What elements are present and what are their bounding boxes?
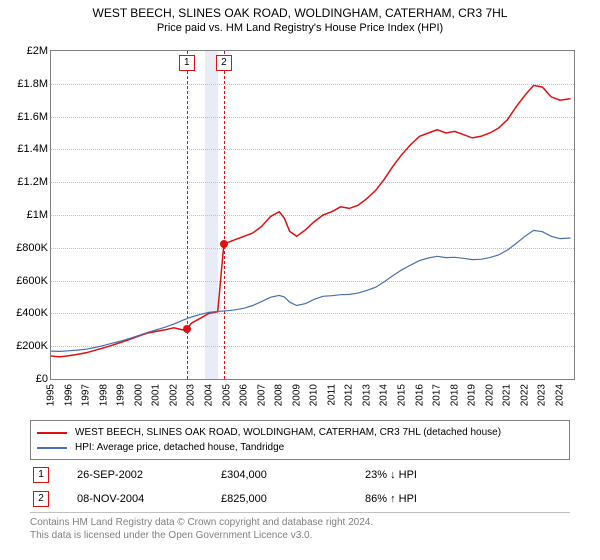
event-marker-icon: 2 [33, 491, 49, 507]
x-tick-label: 2011 [326, 384, 337, 406]
event-delta: 23% ↓ HPI [364, 464, 568, 486]
x-tick-label: 2005 [221, 384, 232, 406]
x-tick-label: 2015 [397, 384, 408, 406]
y-tick-label: £1.2M [4, 176, 48, 188]
legend-label: HPI: Average price, detached house, Tand… [75, 442, 284, 453]
x-tick-label: 2010 [309, 384, 320, 406]
x-tick-label: 1999 [116, 384, 127, 406]
table-row: 1 26-SEP-2002 £304,000 23% ↓ HPI [32, 464, 568, 486]
footer: Contains HM Land Registry data © Crown c… [30, 512, 570, 542]
x-tick-label: 2016 [414, 384, 425, 406]
event-date: 26-SEP-2002 [76, 464, 218, 486]
x-tick-label: 2006 [239, 384, 250, 406]
series-line [51, 85, 571, 357]
event-marker-icon: 1 [33, 467, 49, 483]
title-line-2: Price paid vs. HM Land Registry's House … [0, 22, 600, 34]
x-tick-label: 1996 [63, 384, 74, 406]
legend: WEST BEECH, SLINES OAK ROAD, WOLDINGHAM,… [30, 420, 570, 460]
legend-swatch [37, 432, 67, 434]
y-tick-label: £0 [4, 373, 48, 385]
event-price: £304,000 [220, 464, 362, 486]
x-tick-label: 2002 [168, 384, 179, 406]
legend-item: WEST BEECH, SLINES OAK ROAD, WOLDINGHAM,… [37, 425, 563, 440]
y-tick-label: £1.4M [4, 143, 48, 155]
lines-svg [51, 51, 574, 379]
y-tick-label: £2M [4, 45, 48, 57]
events-table: 1 26-SEP-2002 £304,000 23% ↓ HPI 2 08-NO… [30, 462, 570, 512]
x-tick-label: 1998 [98, 384, 109, 406]
event-box: 2 [216, 55, 232, 71]
x-tick-label: 2014 [379, 384, 390, 406]
x-tick-label: 2023 [537, 384, 548, 406]
x-tick-label: 2022 [519, 384, 530, 406]
x-tick-label: 2009 [291, 384, 302, 406]
y-tick-label: £600K [4, 275, 48, 287]
event-price: £825,000 [220, 488, 362, 510]
event-box: 1 [179, 55, 195, 71]
title-block: WEST BEECH, SLINES OAK ROAD, WOLDINGHAM,… [0, 0, 600, 34]
x-tick-label: 2004 [203, 384, 214, 406]
y-tick-label: £1M [4, 209, 48, 221]
x-tick-label: 2017 [432, 384, 443, 406]
legend-swatch [37, 447, 67, 449]
chart-figure: WEST BEECH, SLINES OAK ROAD, WOLDINGHAM,… [0, 0, 600, 560]
x-tick-label: 2008 [274, 384, 285, 406]
footer-line-1: Contains HM Land Registry data © Crown c… [30, 517, 373, 528]
x-tick-label: 2020 [484, 384, 495, 406]
footer-line-2: This data is licensed under the Open Gov… [30, 530, 312, 541]
x-tick-label: 2000 [133, 384, 144, 406]
x-tick-label: 2021 [502, 384, 513, 406]
title-line-1: WEST BEECH, SLINES OAK ROAD, WOLDINGHAM,… [0, 6, 600, 20]
x-tick-label: 1995 [46, 384, 57, 406]
x-tick-label: 2024 [554, 384, 565, 406]
event-delta: 86% ↑ HPI [364, 488, 568, 510]
x-tick-label: 2001 [151, 384, 162, 406]
legend-item: HPI: Average price, detached house, Tand… [37, 440, 563, 455]
y-tick-label: £1.8M [4, 78, 48, 90]
x-tick-label: 2019 [467, 384, 478, 406]
y-tick-label: £200K [4, 340, 48, 352]
x-tick-label: 1997 [81, 384, 92, 406]
event-point-marker [220, 240, 228, 248]
table-row: 2 08-NOV-2004 £825,000 86% ↑ HPI [32, 488, 568, 510]
legend-label: WEST BEECH, SLINES OAK ROAD, WOLDINGHAM,… [75, 427, 501, 438]
x-tick-label: 2007 [256, 384, 267, 406]
event-point-marker [183, 325, 191, 333]
x-tick-label: 2012 [344, 384, 355, 406]
plot-area: 12 [50, 50, 575, 380]
x-tick-label: 2013 [361, 384, 372, 406]
series-line [51, 230, 571, 351]
event-date: 08-NOV-2004 [76, 488, 218, 510]
x-tick-label: 2018 [449, 384, 460, 406]
x-tick-label: 2003 [186, 384, 197, 406]
y-tick-label: £800K [4, 242, 48, 254]
y-tick-label: £1.6M [4, 111, 48, 123]
y-tick-label: £400K [4, 307, 48, 319]
